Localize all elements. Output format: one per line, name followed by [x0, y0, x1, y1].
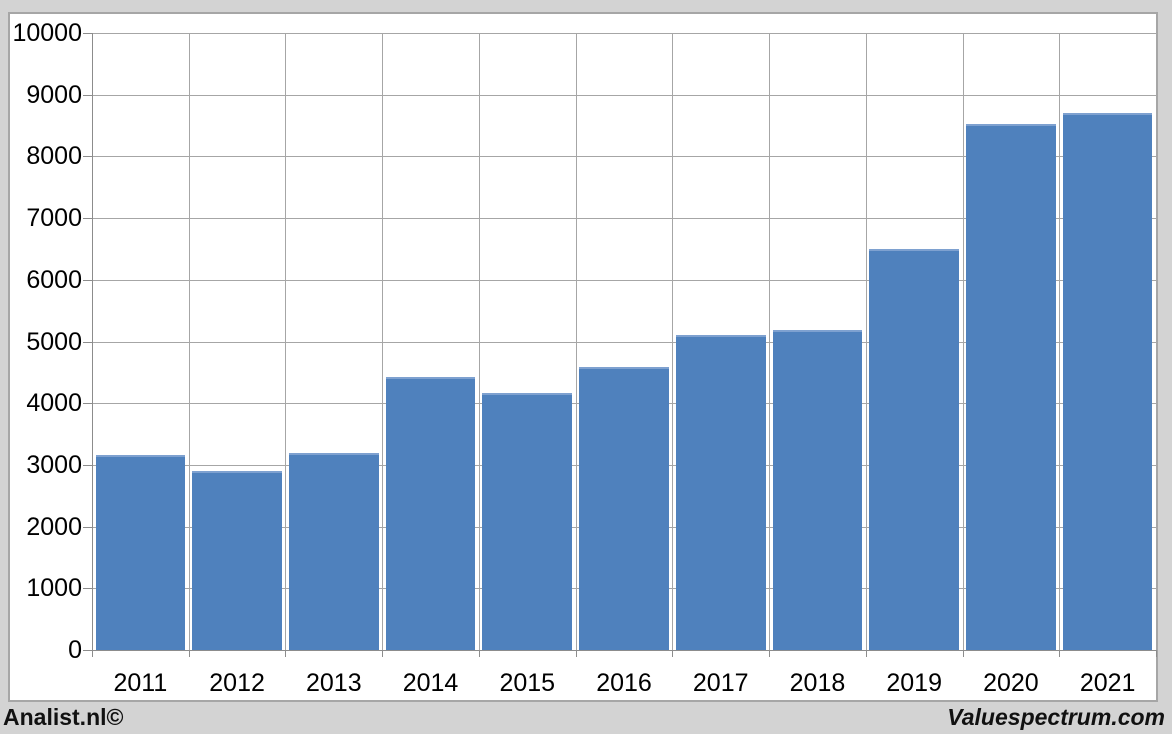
bar-2015: [482, 392, 573, 650]
x-axis-tick: [188, 650, 190, 657]
x-axis-tick: [865, 650, 867, 657]
y-axis-tick: [83, 650, 92, 651]
y-axis-tick: [83, 156, 92, 158]
y-gridline: [92, 279, 1156, 281]
x-axis-tick: [1059, 650, 1061, 657]
bar-2012: [192, 471, 282, 650]
bar-2014: [385, 377, 476, 650]
x-axis-label: 2013: [306, 669, 362, 697]
x-axis-line: [83, 650, 1156, 651]
x-axis-tick: [962, 650, 964, 657]
y-axis-line: [92, 33, 93, 650]
x-gridline: [769, 33, 771, 650]
y-axis-label: 9000: [26, 80, 82, 109]
bar-2016: [579, 367, 669, 650]
x-axis-tick: [478, 650, 480, 657]
x-gridline: [672, 33, 674, 650]
y-axis-label: 7000: [26, 204, 82, 233]
x-axis-tick: [92, 650, 93, 657]
y-axis-label: 3000: [26, 450, 82, 479]
y-axis-tick: [83, 94, 92, 96]
x-gridline: [478, 33, 480, 650]
x-gridline: [1059, 33, 1061, 650]
x-gridline: [285, 33, 287, 650]
y-axis-label: 5000: [26, 327, 82, 356]
x-axis-tick: [1156, 650, 1157, 657]
y-axis-label: 1000: [26, 574, 82, 603]
x-axis-label: 2021: [1079, 669, 1136, 697]
x-axis-tick: [285, 650, 287, 657]
x-axis-label: 2014: [402, 669, 459, 697]
bar-2018: [772, 330, 863, 650]
x-axis-label: 2012: [209, 669, 265, 697]
x-axis-label: 2011: [113, 669, 168, 697]
x-axis-label: 2017: [692, 669, 749, 697]
bar-2020: [966, 123, 1056, 650]
y-axis-label: 4000: [26, 389, 82, 418]
y-axis-tick: [83, 403, 92, 405]
bar-2021: [1062, 112, 1153, 650]
x-gridline: [865, 33, 867, 650]
x-axis-tick: [769, 650, 771, 657]
chart-frame: 0 1000 2000 3000 4000 5000 6000 7000 8000 9000 100…: [8, 12, 1158, 702]
y-axis-tick: [83, 464, 92, 466]
bar-2017: [675, 334, 766, 650]
x-gridline: [575, 33, 577, 650]
footer-right-brand: Valuespectrum.com: [947, 704, 1165, 730]
x-axis-tick: [575, 650, 577, 657]
x-gridline: [382, 33, 384, 650]
y-gridline: [92, 218, 1156, 220]
footer-bar: Analist.nl© Valuespectrum.com: [0, 702, 1172, 734]
y-axis-label: 2000: [26, 512, 82, 541]
y-gridline: [92, 156, 1156, 158]
y-gridline: [92, 341, 1156, 343]
x-axis-tick: [382, 650, 384, 657]
x-axis-label: 2019: [886, 669, 942, 697]
x-axis-label: 2020: [983, 669, 1039, 697]
x-axis-label: 2016: [596, 669, 652, 697]
x-axis-label: 2015: [499, 669, 556, 697]
y-axis-label: 0: [68, 636, 82, 664]
footer-left-brand: Analist.nl©: [3, 704, 124, 730]
bar-2011: [95, 455, 186, 650]
x-gridline: [188, 33, 190, 650]
y-axis-label: 10000: [12, 19, 82, 47]
x-axis-label: 2018: [789, 669, 846, 697]
y-axis-tick: [83, 33, 92, 34]
y-axis-label: 8000: [26, 142, 82, 171]
y-axis-tick: [83, 526, 92, 528]
y-axis-tick: [83, 588, 92, 590]
x-gridline: [962, 33, 964, 650]
y-axis-label: 6000: [26, 265, 82, 294]
bar-2019: [869, 248, 960, 650]
y-gridline: [92, 94, 1156, 96]
y-axis-tick: [83, 341, 92, 343]
y-axis-tick: [83, 279, 92, 281]
y-gridline: [92, 33, 1156, 34]
x-axis-tick: [672, 650, 674, 657]
bar-2013: [288, 452, 379, 650]
y-axis-tick: [83, 218, 92, 220]
